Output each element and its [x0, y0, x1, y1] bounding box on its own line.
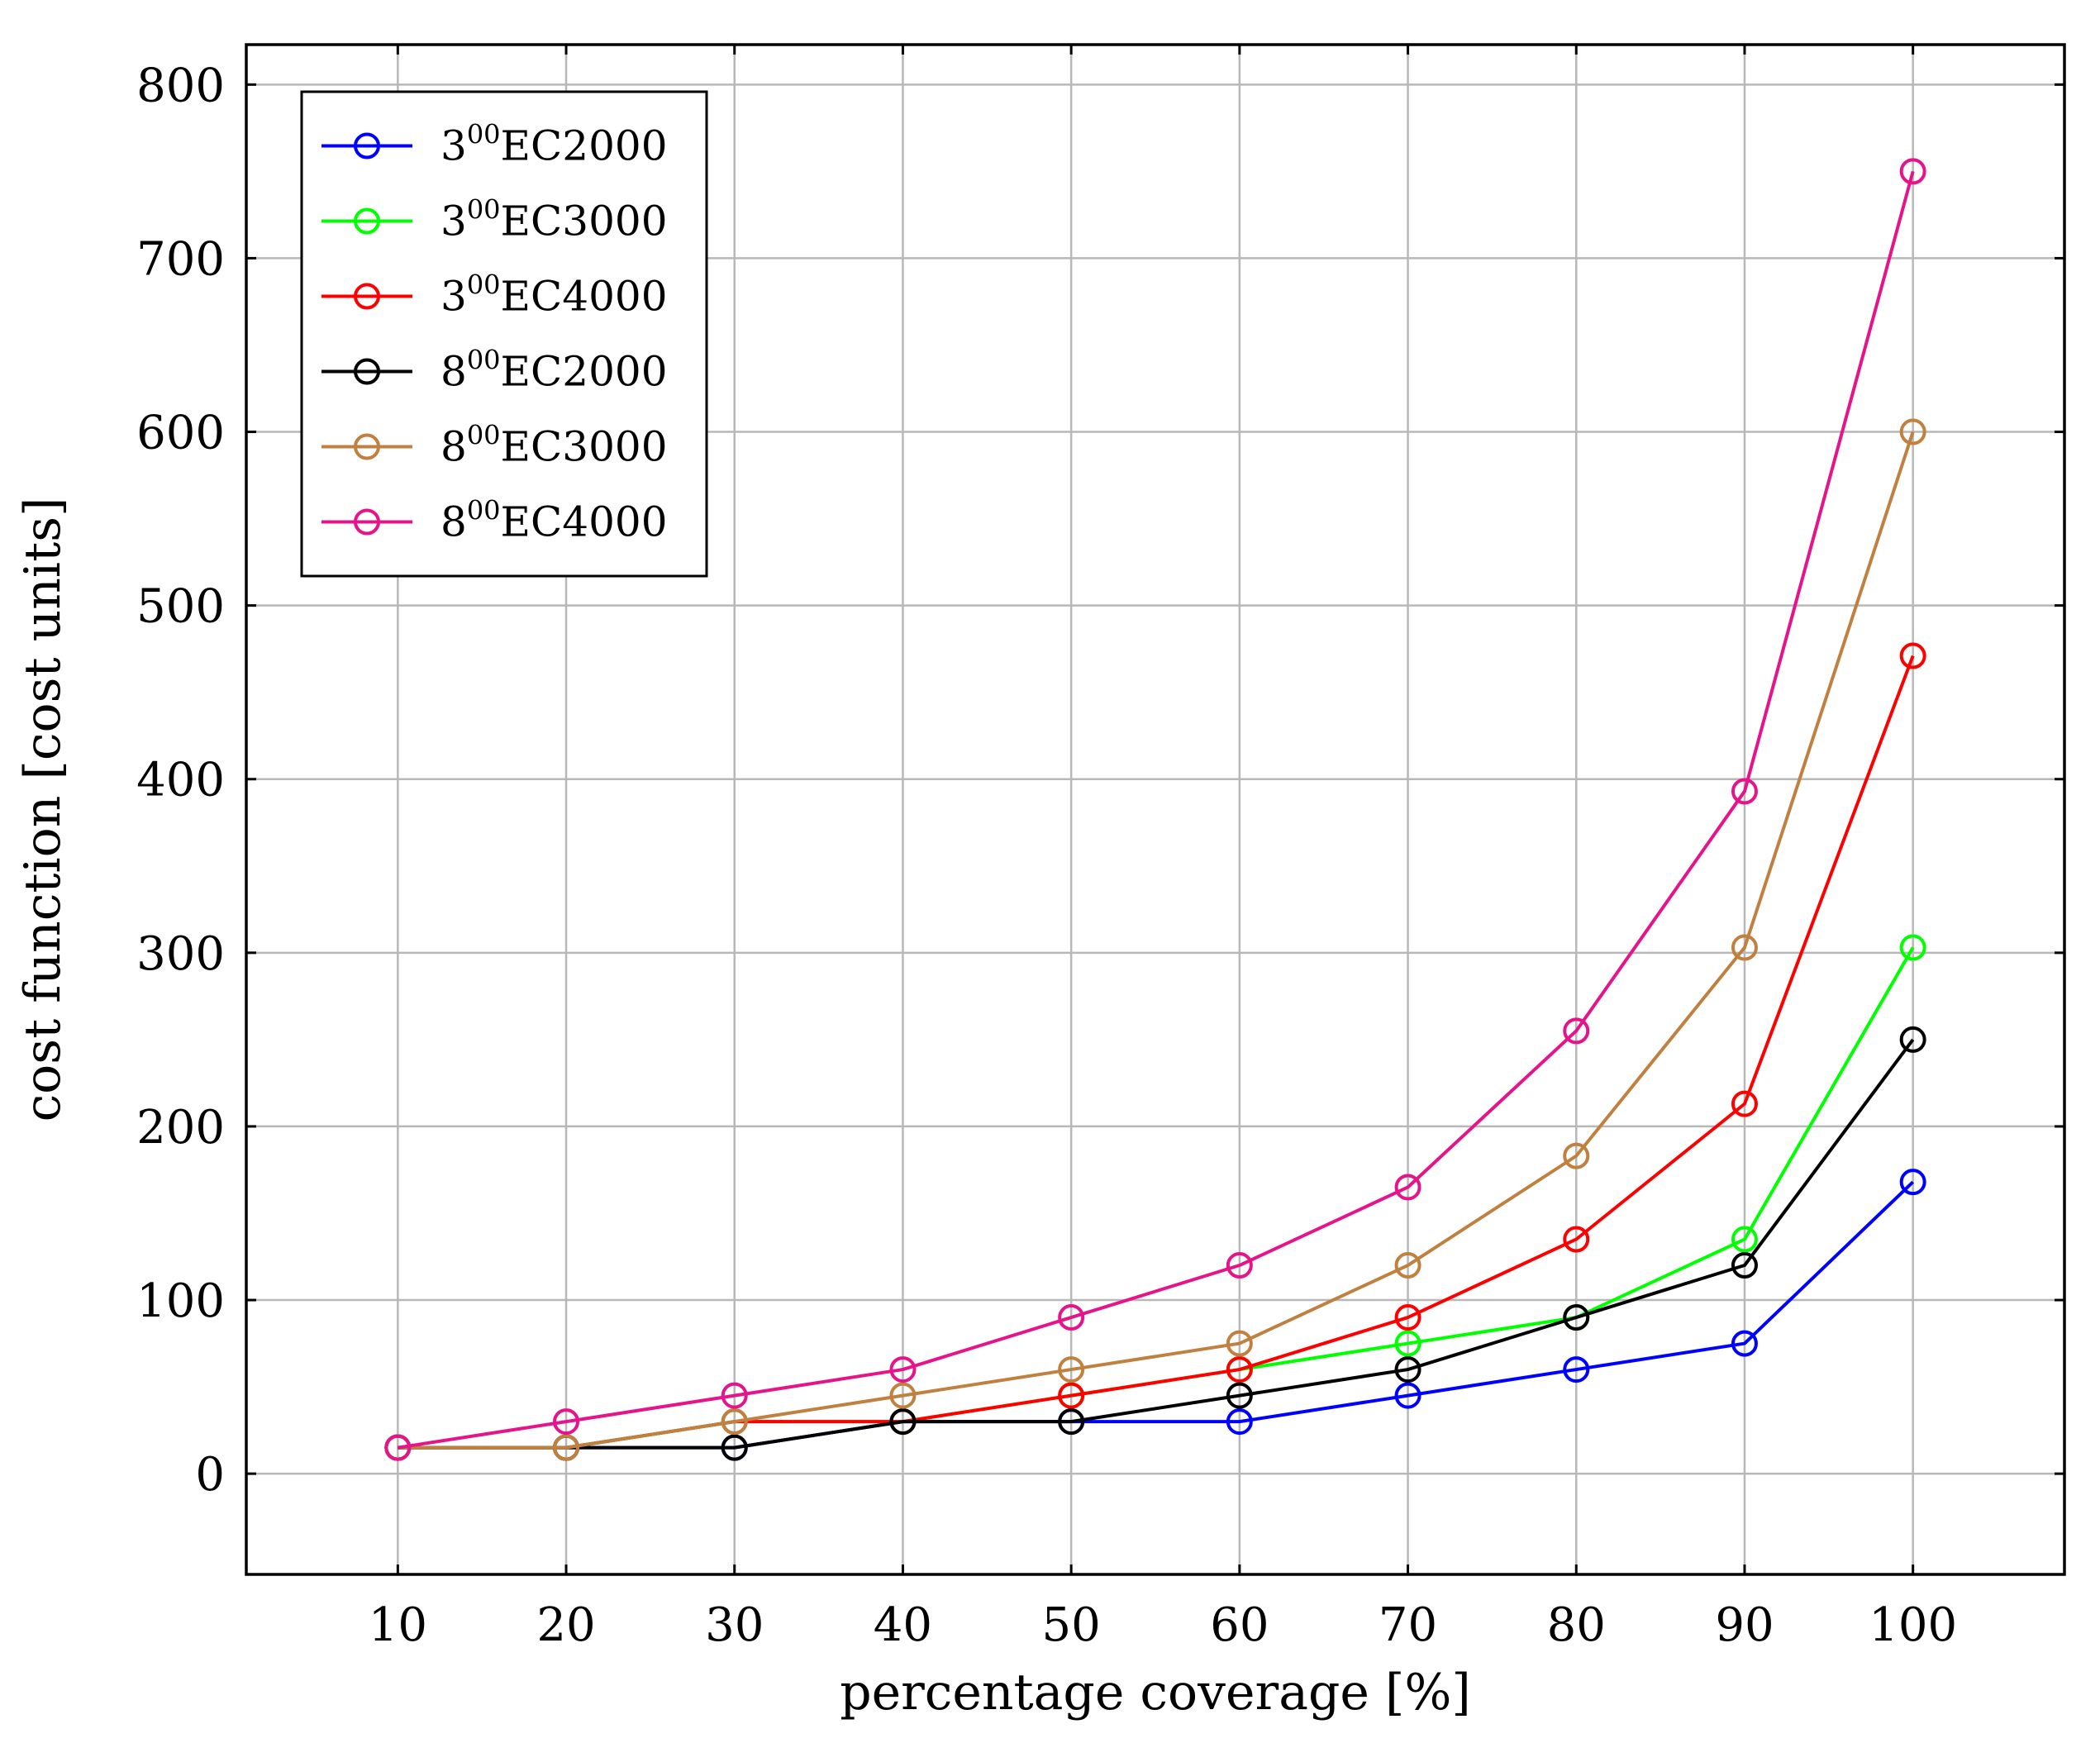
- data-point: [1226, 1330, 1253, 1357]
- data-point: [1058, 1382, 1085, 1409]
- legend-item: 300EC2000: [321, 119, 668, 170]
- y-tick-label: 400: [136, 754, 225, 807]
- y-tick-label: 300: [136, 927, 225, 981]
- data-point: [1899, 418, 1926, 445]
- legend-label: 300EC4000: [440, 269, 668, 321]
- legend-item: 300EC4000: [321, 269, 668, 321]
- y-axis-label: cost function [cost units]: [14, 498, 72, 1122]
- x-tick-label: 80: [1547, 1598, 1606, 1652]
- data-point: [1899, 1026, 1926, 1053]
- legend-item: 300EC3000: [321, 194, 668, 245]
- series-line: [398, 1038, 1915, 1450]
- legend-item: 800EC3000: [321, 420, 668, 471]
- data-point: [1058, 1356, 1085, 1383]
- series-line: [398, 170, 1915, 1450]
- legend-marker: [354, 433, 380, 460]
- y-tick-label: 0: [195, 1448, 225, 1502]
- legend-label: 800EC4000: [440, 495, 668, 546]
- series-6: [384, 158, 1926, 1461]
- legend-marker: [354, 358, 380, 385]
- plot-frame: [245, 43, 2066, 1576]
- data-point: [1899, 158, 1926, 185]
- legend-item: 800EC2000: [321, 345, 668, 396]
- series-layer: [384, 158, 1926, 1461]
- y-tick-label: 700: [136, 232, 225, 286]
- data-point: [1731, 1330, 1758, 1357]
- data-point: [889, 1382, 917, 1409]
- x-tick-label: 40: [874, 1598, 932, 1652]
- data-point: [1563, 1142, 1590, 1169]
- legend-label: 300EC3000: [440, 194, 668, 245]
- data-point: [721, 1408, 748, 1436]
- data-point: [1394, 1330, 1421, 1357]
- data-point: [384, 1434, 412, 1461]
- data-point: [1563, 1356, 1590, 1383]
- data-point: [1899, 642, 1926, 669]
- tick-labels: 10 20 30 40 50 60 70 80 90 100 0 100 200 300 400 500 600…: [136, 45, 2064, 1652]
- legend-marker: [354, 132, 380, 160]
- data-point: [889, 1356, 917, 1383]
- data-point: [1394, 1356, 1421, 1383]
- data-point: [553, 1434, 580, 1461]
- x-tick-label: 70: [1379, 1598, 1437, 1652]
- y-tick-label: 800: [136, 59, 225, 112]
- x-tick-label: 10: [369, 1598, 427, 1652]
- data-point: [1731, 1090, 1758, 1117]
- legend-item: 800EC4000: [321, 495, 668, 546]
- data-point: [1226, 1252, 1253, 1279]
- data-point: [1394, 1174, 1421, 1201]
- data-point: [721, 1434, 748, 1461]
- x-tick-label: 60: [1210, 1598, 1269, 1652]
- y-tick-label: 100: [136, 1274, 225, 1328]
- data-point: [1899, 1169, 1926, 1196]
- legend-label: 800EC2000: [440, 345, 668, 396]
- data-point: [1226, 1356, 1253, 1383]
- data-point: [889, 1408, 917, 1436]
- data-point: [1563, 1304, 1590, 1331]
- series-line: [398, 431, 1915, 1450]
- data-point: [1563, 1017, 1590, 1045]
- data-point: [1563, 1226, 1590, 1253]
- x-axis-label: percentage coverage [%]: [840, 1664, 1471, 1722]
- data-point: [1394, 1252, 1421, 1279]
- data-point: [1394, 1382, 1421, 1409]
- legend: 300EC2000 300EC3000 300EC4000 800EC2000 800E…: [300, 90, 708, 578]
- x-tick-label: 90: [1715, 1598, 1774, 1652]
- data-point: [1899, 934, 1926, 961]
- legend-box: [300, 90, 708, 578]
- data-point: [1731, 1252, 1758, 1279]
- x-tick-label: 50: [1042, 1598, 1101, 1652]
- data-point: [1731, 778, 1758, 805]
- data-point: [1731, 1226, 1758, 1253]
- x-tick-label: 30: [705, 1598, 764, 1652]
- legend-label: 800EC3000: [440, 420, 668, 471]
- legend-marker: [354, 207, 380, 235]
- data-point: [1058, 1408, 1085, 1436]
- data-point: [1058, 1304, 1085, 1331]
- legend-label: 300EC2000: [440, 119, 668, 170]
- data-point: [1731, 934, 1758, 961]
- data-point: [553, 1408, 580, 1436]
- y-tick-label: 500: [136, 580, 225, 634]
- y-tick-label: 600: [136, 407, 225, 460]
- data-point: [721, 1382, 748, 1409]
- data-point: [1394, 1304, 1421, 1331]
- legend-marker: [354, 508, 380, 536]
- x-tick-label: 20: [536, 1598, 595, 1652]
- series-5: [384, 418, 1926, 1461]
- grid-lines: [246, 45, 2064, 1574]
- data-point: [1226, 1382, 1253, 1409]
- y-tick-label: 200: [136, 1101, 225, 1155]
- legend-marker: [354, 283, 380, 310]
- x-tick-label: 100: [1869, 1598, 1957, 1652]
- data-point: [1226, 1408, 1253, 1436]
